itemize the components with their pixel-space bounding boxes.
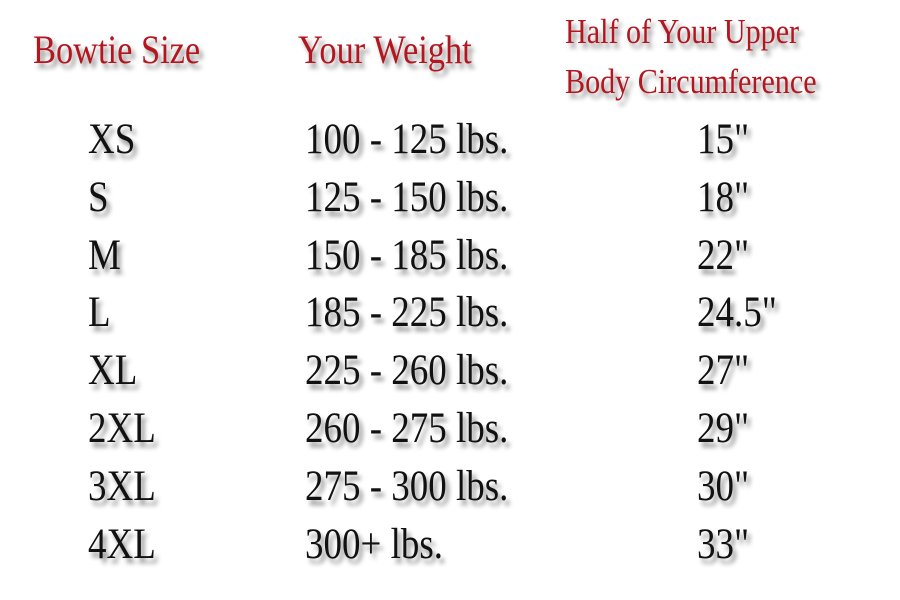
cell-weight: 225 - 260 lbs.	[305, 347, 509, 395]
cell-weight: 100 - 125 lbs.	[305, 116, 509, 163]
cell-circumference: 29"	[697, 405, 750, 452]
cell-size: M	[88, 231, 121, 279]
cell-circumference: 24.5"	[697, 289, 777, 337]
cell-circumference: 15"	[697, 116, 750, 163]
cell-circumference: 27"	[697, 347, 750, 395]
cell-size: XS	[88, 116, 136, 163]
cell-weight: 300+ lbs.	[305, 520, 443, 568]
cell-weight: 150 - 185 lbs.	[305, 231, 509, 279]
cell-circumference: 33"	[697, 520, 750, 568]
cell-circumference: 30"	[697, 462, 750, 510]
cell-size: L	[88, 289, 111, 337]
cell-circumference: 18"	[697, 173, 750, 221]
cell-weight: 260 - 275 lbs.	[305, 405, 509, 452]
cell-size: 2XL	[88, 405, 156, 452]
cell-size: S	[88, 173, 109, 221]
cell-weight: 185 - 225 lbs.	[305, 289, 509, 337]
cell-circumference: 22"	[697, 231, 750, 279]
header-circumference-line1: Half of Your Upper	[565, 12, 800, 51]
header-circumference-line2: Body Circumference	[565, 62, 817, 101]
header-your-weight: Your Weight	[298, 27, 472, 72]
cell-size: XL	[88, 347, 138, 395]
cell-weight: 125 - 150 lbs.	[305, 173, 509, 221]
cell-weight: 275 - 300 lbs.	[305, 462, 509, 510]
cell-size: 3XL	[88, 462, 156, 510]
header-bowtie-size: Bowtie Size	[33, 27, 201, 72]
cell-size: 4XL	[88, 520, 156, 568]
